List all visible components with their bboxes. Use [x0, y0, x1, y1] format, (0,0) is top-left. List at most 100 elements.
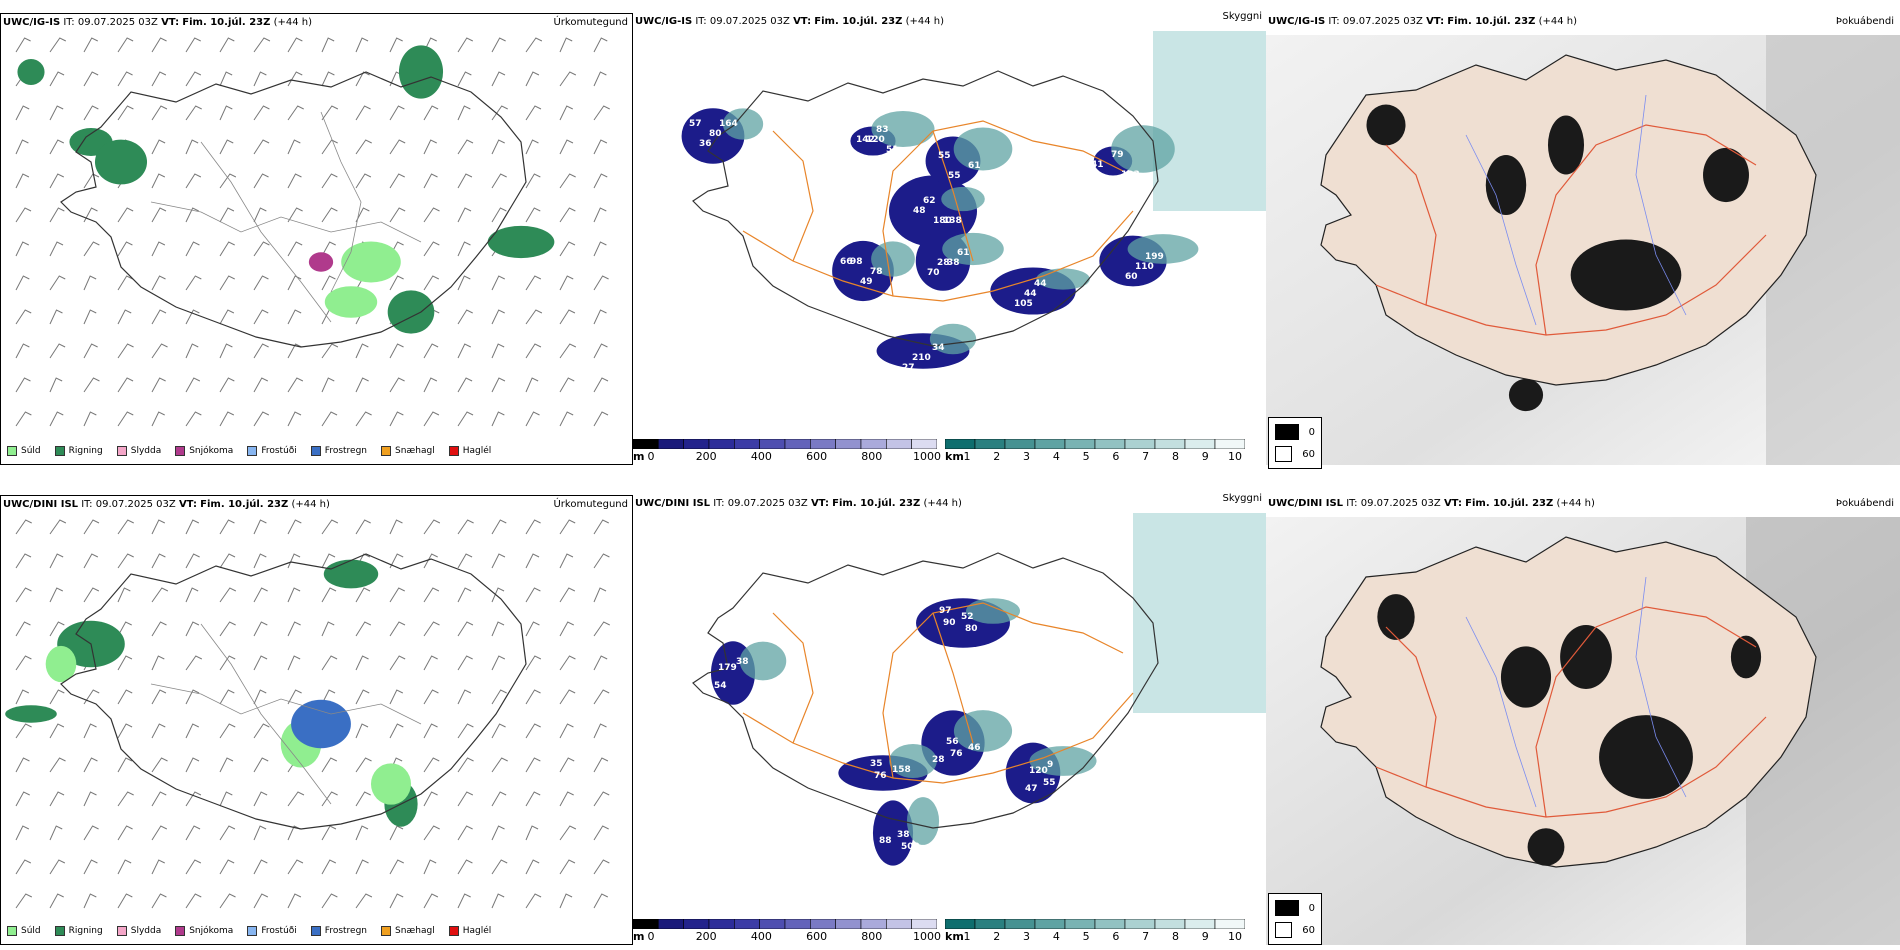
- legend-label: Frostúði: [261, 926, 297, 936]
- wind-barb: [559, 377, 575, 393]
- colorbar-tick-label: 5: [1082, 450, 1090, 463]
- wind-barb: [423, 241, 440, 257]
- legend-swatch: [7, 446, 17, 456]
- wind-barb: [151, 621, 167, 637]
- wind-barb: [287, 655, 301, 671]
- colorbar-segment: [974, 439, 1006, 449]
- wind-barb: [389, 859, 404, 875]
- precip-panel-top: UWC/IG-IS IT: 09.07.2025 03Z VT: Fim. 10…: [0, 13, 633, 465]
- wind-barb: [151, 553, 166, 569]
- fog-legend: 0 60: [1268, 893, 1322, 945]
- wind-barb: [185, 621, 200, 637]
- wind-barb: [491, 553, 506, 569]
- fog-map-bottom: [1266, 517, 1900, 945]
- wind-barb: [15, 241, 30, 257]
- precip-area: [5, 705, 57, 723]
- wind-barb: [253, 377, 269, 393]
- legend-swatch: [381, 446, 392, 456]
- precip-area: [17, 59, 45, 85]
- colorbar-tick-label: 600: [806, 930, 828, 943]
- wind-barb: [355, 825, 369, 841]
- wind-barb: [287, 791, 305, 807]
- legend-swatch: [116, 446, 127, 456]
- wind-barb: [593, 275, 609, 291]
- ceiling-value-label: 60: [1125, 272, 1138, 282]
- wind-barb: [525, 275, 542, 291]
- wind-barb: [151, 859, 165, 875]
- wind-barb: [423, 105, 439, 121]
- low-visibility-area: [953, 127, 1013, 171]
- wind-barb: [287, 377, 304, 393]
- colorbar-segment: [1184, 919, 1216, 929]
- legend-item: Snæhagl: [381, 926, 435, 936]
- wind-barb: [117, 553, 134, 569]
- legend-label: Snjókoma: [189, 926, 234, 936]
- wind-barb: [287, 139, 301, 155]
- colorbar-tick-label: 200: [695, 930, 717, 943]
- wind-barb: [423, 587, 440, 603]
- wind-barb: [287, 411, 302, 427]
- ceiling-value-label: 97: [939, 606, 952, 616]
- wind-barb: [83, 343, 98, 359]
- ceiling-value-label: 103: [1121, 170, 1140, 180]
- wind-barb: [389, 105, 405, 121]
- legend-swatch: [381, 926, 392, 936]
- legend-item: Rigning: [54, 926, 103, 936]
- wind-barb: [423, 139, 437, 155]
- wind-barb: [491, 411, 505, 427]
- wind-barb: [15, 309, 32, 325]
- wind-barb: [83, 519, 100, 535]
- cloud-map-top: 57 120 138 98 38 105 79 61 60 34 36 83 48 49 61 44 103 55…: [681, 31, 1266, 373]
- colorbar-tick-label: 800: [861, 930, 883, 943]
- wind-barb: [253, 791, 268, 807]
- wind-barb: [151, 275, 166, 291]
- ceiling-value-label: 41: [1091, 160, 1104, 170]
- colorbar-segment: [1064, 439, 1096, 449]
- wind-barb: [491, 519, 507, 535]
- wind-barb: [423, 377, 438, 393]
- cloud-panel-bottom: UWC/DINI ISL IT: 09.07.2025 03Z VT: Fim.…: [633, 493, 1266, 945]
- wind-barb: [559, 587, 576, 603]
- wind-barb: [151, 173, 166, 189]
- precip-legend: Súld Rigning Slydda Snjókoma Frostúði Frostre…: [7, 446, 505, 456]
- wind-barb: [457, 241, 471, 257]
- wind-barb: [525, 139, 539, 155]
- wind-barb: [593, 689, 610, 705]
- colorbar-tick-label: 10: [1228, 930, 1242, 943]
- colorbar-tick-label: 0: [647, 450, 655, 463]
- wind-barb: [389, 621, 406, 637]
- wind-barb: [185, 791, 202, 807]
- wind-barb: [15, 275, 30, 291]
- fog-legend: 0 60: [1268, 417, 1322, 469]
- wind-barb: [491, 655, 506, 671]
- wind-barb: [593, 377, 609, 393]
- ceiling-value-label: 142: [856, 135, 875, 145]
- fog-area: [1560, 625, 1612, 689]
- wind-barb: [355, 173, 372, 189]
- wind-barb: [117, 689, 133, 705]
- ceiling-value-label: 9: [1047, 760, 1053, 770]
- colorbar-tick-label: 3: [1023, 450, 1031, 463]
- wind-barb: [355, 519, 371, 535]
- colorbar-tick-label: 9: [1201, 930, 1209, 943]
- low-visibility-area: [871, 241, 915, 277]
- colorbar-segment: [1034, 439, 1066, 449]
- wind-barb: [491, 757, 508, 773]
- fog-legend-swatch: [1275, 446, 1293, 462]
- wind-barb: [389, 689, 404, 705]
- panel-header: UWC/IG-IS IT: 09.07.2025 03Z VT: Fim. 10…: [635, 16, 944, 27]
- wind-barb: [15, 621, 31, 637]
- colorbar-tick-label: 6: [1112, 450, 1120, 463]
- wind-barb: [355, 105, 371, 121]
- colorbar-segment: [1004, 919, 1036, 929]
- fog-panel-top: UWC/IG-IS IT: 09.07.2025 03Z VT: Fim. 10…: [1266, 13, 1900, 469]
- ceiling-value-label: 70: [927, 268, 940, 278]
- legend-label: Snæhagl: [395, 926, 435, 936]
- wind-barb: [491, 587, 505, 603]
- precip-area: [45, 645, 77, 683]
- wind-barb: [389, 519, 403, 535]
- colorbar-tick-label: 400: [750, 450, 772, 463]
- wind-barb: [151, 723, 166, 739]
- wind-barb: [185, 825, 201, 841]
- legend-item: Frostúði: [247, 446, 297, 456]
